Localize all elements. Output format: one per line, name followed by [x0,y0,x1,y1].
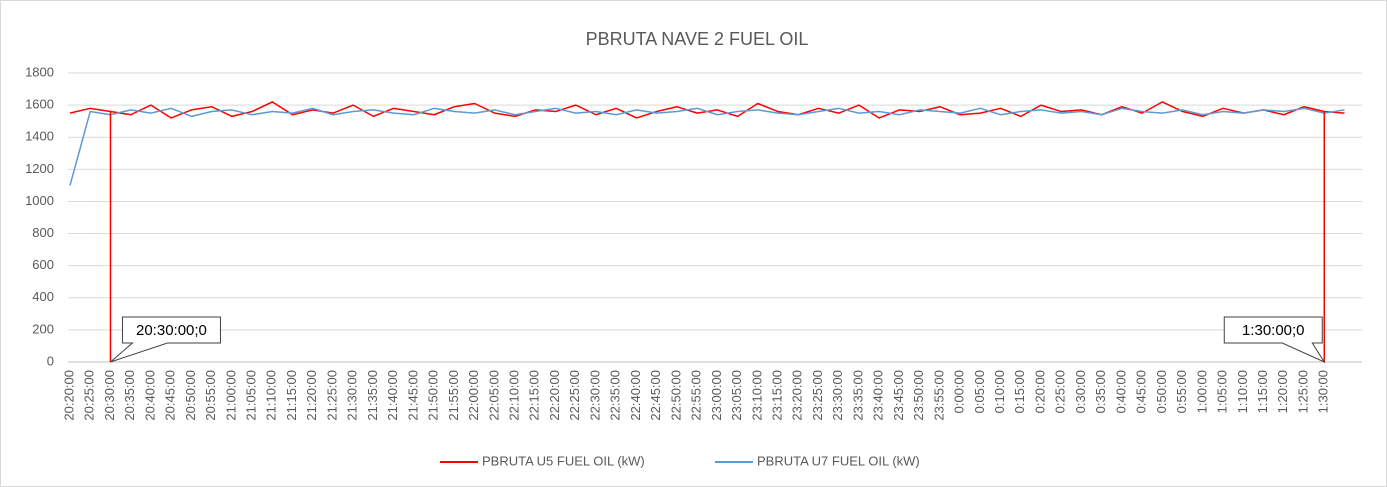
x-tick-label: 20:35:00 [122,370,137,421]
x-tick-label: 21:05:00 [244,370,259,421]
x-tick-label: 0:00:00 [952,370,967,413]
x-tick-label: 22:20:00 [547,370,562,421]
x-tick-label: 23:00:00 [709,370,724,421]
annotation-label: 1:30:00;0 [1242,322,1305,339]
x-tick-label: 21:25:00 [324,370,339,421]
x-tick-label: 23:35:00 [850,370,865,421]
x-tick-label: 23:55:00 [931,370,946,421]
x-tick-label: 21:40:00 [385,370,400,421]
x-tick-label: 23:40:00 [871,370,886,421]
y-tick-label: 1000 [25,193,54,208]
x-tick-label: 21:55:00 [446,370,461,421]
y-tick-label: 0 [47,353,54,368]
x-tick-label: 21:35:00 [365,370,380,421]
x-tick-label: 20:30:00 [102,370,117,421]
x-tick-label: 1:05:00 [1215,370,1230,413]
x-tick-label: 0:10:00 [992,370,1007,413]
x-tick-label: 22:35:00 [608,370,623,421]
annotation-callout [110,316,221,363]
x-tick-label: 22:45:00 [648,370,663,421]
x-tick-label: 23:10:00 [749,370,764,421]
x-tick-label: 0:35:00 [1093,370,1108,413]
annotation-callout [1223,316,1326,364]
x-tick-label: 20:50:00 [183,370,198,421]
y-tick-label: 400 [32,289,54,304]
x-tick-label: 20:45:00 [163,370,178,421]
x-tick-label: 23:45:00 [891,370,906,421]
x-tick-label: 1:15:00 [1255,370,1270,413]
y-tick-label: 1600 [25,97,54,112]
x-tick-label: 0:55:00 [1174,370,1189,413]
x-tick-label: 23:30:00 [830,370,845,421]
y-tick-label: 200 [32,321,54,336]
series-line [69,107,1345,186]
x-tick-label: 0:15:00 [1012,370,1027,413]
x-tick-label: 22:05:00 [486,370,501,421]
x-tick-label: 21:20:00 [304,370,319,421]
x-tick-label: 23:50:00 [911,370,926,421]
x-tick-label: 23:15:00 [769,370,784,421]
x-tick-label: 22:50:00 [668,370,683,421]
x-tick-label: 20:25:00 [82,370,97,421]
y-tick-label: 1400 [25,129,54,144]
x-tick-label: 23:20:00 [790,370,805,421]
x-tick-label: 1:30:00 [1316,370,1331,413]
x-tick-label: 0:05:00 [972,370,987,413]
x-tick-label: 22:00:00 [466,370,481,421]
chart-title: PBRUTA NAVE 2 FUEL OIL [586,29,809,49]
x-tick-label: 1:10:00 [1235,370,1250,413]
x-tick-label: 21:45:00 [405,370,420,421]
x-tick-label: 21:30:00 [345,370,360,421]
x-tick-label: 22:10:00 [506,370,521,421]
y-tick-label: 600 [32,257,54,272]
x-tick-label: 20:55:00 [203,370,218,421]
x-tick-label: 20:20:00 [61,370,76,421]
x-tick-label: 0:45:00 [1134,370,1149,413]
x-tick-label: 21:00:00 [223,370,238,421]
x-tick-label: 21:10:00 [264,370,279,421]
x-tick-label: 1:00:00 [1194,370,1209,413]
x-tick-label: 0:20:00 [1032,370,1047,413]
x-tick-label: 21:50:00 [426,370,441,421]
x-tick-label: 0:25:00 [1053,370,1068,413]
x-tick-label: 23:05:00 [729,370,744,421]
x-tick-label: 22:55:00 [689,370,704,421]
x-tick-label: 21:15:00 [284,370,299,421]
annotation-label: 20:30:00;0 [136,322,207,339]
x-tick-label: 1:25:00 [1295,370,1310,413]
y-tick-label: 1200 [25,161,54,176]
x-tick-label: 1:20:00 [1275,370,1290,413]
x-tick-label: 0:30:00 [1073,370,1088,413]
x-tick-label: 20:40:00 [142,370,157,421]
y-tick-label: 1800 [25,64,54,79]
legend-label: PBRUTA U7 FUEL OIL (kW) [757,453,920,468]
x-tick-label: 23:25:00 [810,370,825,421]
x-tick-label: 0:50:00 [1154,370,1169,413]
x-tick-label: 22:15:00 [527,370,542,421]
legend-label: PBRUTA U5 FUEL OIL (kW) [482,453,645,468]
x-tick-label: 22:30:00 [587,370,602,421]
x-tick-label: 22:40:00 [628,370,643,421]
x-tick-label: 0:40:00 [1113,370,1128,413]
y-tick-label: 800 [32,225,54,240]
x-tick-label: 22:25:00 [567,370,582,421]
